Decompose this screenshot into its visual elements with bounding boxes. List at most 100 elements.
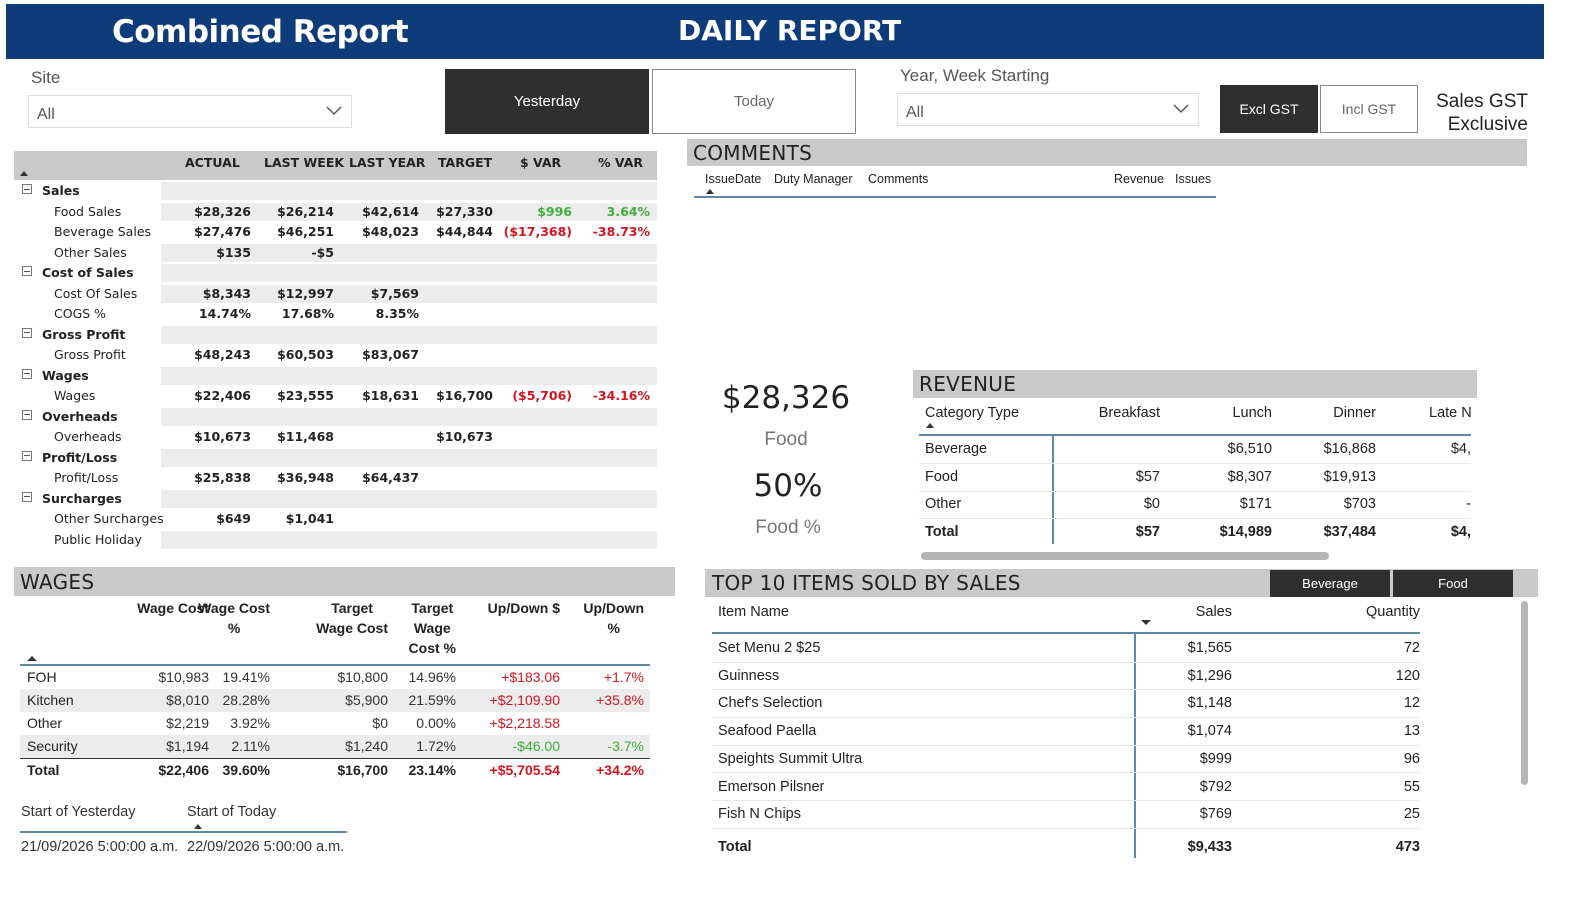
sort-up-icon[interactable] bbox=[926, 422, 934, 428]
group-row: Gross Profit bbox=[14, 324, 657, 345]
group-row: Profit/Loss bbox=[14, 447, 657, 468]
item-sales: $1,565 bbox=[1187, 640, 1232, 656]
collapse-icon[interactable] bbox=[22, 368, 32, 379]
dates-divider bbox=[20, 831, 347, 833]
group-row: Overheads bbox=[14, 406, 657, 427]
wages-total-label: Total bbox=[27, 762, 60, 778]
revenue-cell: - bbox=[1466, 496, 1471, 512]
table-row: Beverage Sales $27,476 $46,251 $48,023 $44,8… bbox=[14, 221, 657, 242]
yesterday-button[interactable]: Yesterday bbox=[445, 69, 649, 134]
col-lunch[interactable]: Lunch bbox=[1232, 405, 1272, 421]
col-sales[interactable]: Sales bbox=[1195, 604, 1232, 620]
revenue-divider bbox=[1052, 436, 1054, 544]
collapse-icon[interactable] bbox=[22, 450, 32, 461]
wages-col-header[interactable]: Wage Cost% bbox=[198, 598, 270, 638]
item-sales: $769 bbox=[1199, 806, 1232, 823]
site-dropdown[interactable]: All bbox=[28, 95, 352, 128]
collapse-icon[interactable] bbox=[22, 409, 32, 420]
gst-status-line2: Exclusive bbox=[1447, 114, 1528, 135]
header-line: % bbox=[607, 620, 620, 636]
incl-gst-button[interactable]: Incl GST bbox=[1320, 85, 1418, 133]
list-item[interactable]: Chef's Selection $1,148 12 bbox=[712, 689, 1420, 718]
wages-col-header[interactable]: Target Wage Cost % bbox=[409, 598, 456, 658]
wages-col-header[interactable]: Up/Down $ bbox=[488, 598, 560, 618]
col-issues[interactable]: Issues bbox=[1175, 172, 1212, 186]
sort-up-icon[interactable] bbox=[194, 823, 202, 829]
table-row: Overheads $10,673 $11,468 $10,673 bbox=[14, 426, 657, 447]
collapse-icon[interactable] bbox=[22, 184, 32, 194]
col-last-year[interactable]: LAST YEAR bbox=[349, 155, 426, 170]
col-revenue[interactable]: Revenue bbox=[1114, 172, 1165, 186]
wages-total-cell: $22,406 bbox=[158, 762, 209, 778]
header-line: Wage Cost bbox=[137, 600, 209, 616]
today-button[interactable]: Today bbox=[652, 69, 856, 134]
year-week-value: All bbox=[906, 104, 924, 121]
revenue-row-label: Other bbox=[925, 496, 962, 512]
row-label: Profit/Loss bbox=[54, 470, 119, 485]
wages-col-header[interactable]: Wage Cost bbox=[137, 598, 209, 618]
col-actual[interactable]: ACTUAL bbox=[185, 155, 240, 170]
report-title: Combined Report bbox=[112, 14, 409, 50]
cell-last-week: -$5 bbox=[311, 244, 334, 260]
sort-down-icon[interactable] bbox=[1141, 620, 1151, 626]
horizontal-scrollbar[interactable] bbox=[921, 552, 1329, 560]
list-item[interactable]: Speights Summit Ultra $999 96 bbox=[712, 745, 1420, 774]
col-item-name[interactable]: Item Name bbox=[718, 604, 789, 620]
cell--var: -38.73% bbox=[592, 224, 650, 239]
wages-cell: $0 bbox=[372, 715, 388, 731]
beverage-tab-button[interactable]: Beverage bbox=[1270, 570, 1390, 597]
wages-cell: 21.59% bbox=[408, 692, 456, 708]
collapse-icon[interactable] bbox=[22, 266, 32, 276]
wages-cell: +$2,218.58 bbox=[489, 715, 560, 731]
col-pct-var[interactable]: % VAR bbox=[598, 155, 644, 170]
cell-actual: $649 bbox=[216, 511, 251, 526]
col-duty-manager[interactable]: Duty Manager bbox=[774, 172, 853, 186]
item-quantity: 55 bbox=[1403, 778, 1420, 795]
revenue-cell: $16,868 bbox=[1323, 441, 1376, 457]
year-week-dropdown[interactable]: All bbox=[897, 93, 1199, 126]
group-label: Surcharges bbox=[42, 490, 122, 506]
excl-gst-button[interactable]: Excl GST bbox=[1220, 85, 1318, 133]
col-comments[interactable]: Comments bbox=[868, 172, 929, 186]
list-item[interactable]: Fish N Chips $769 25 bbox=[712, 800, 1420, 829]
revenue-row: Food $57 $8,307 $19,913 bbox=[919, 464, 1471, 492]
row-label: Overheads bbox=[54, 429, 122, 444]
item-quantity: 96 bbox=[1403, 750, 1420, 767]
col-breakfast[interactable]: Breakfast bbox=[1098, 405, 1160, 421]
wages-cell: +1.7% bbox=[603, 669, 644, 685]
sort-up-icon[interactable] bbox=[20, 170, 28, 176]
col-issue-date[interactable]: IssueDate bbox=[705, 172, 762, 186]
wages-col-header[interactable]: Up/Down% bbox=[583, 598, 644, 638]
group-label: Cost of Sales bbox=[42, 265, 134, 280]
list-item[interactable]: Set Menu 2 $25 $1,565 72 bbox=[712, 634, 1420, 663]
col-category-type[interactable]: Category Type bbox=[925, 405, 1020, 421]
col-last-week[interactable]: LAST WEEK bbox=[264, 155, 345, 170]
wages-col-header[interactable]: Target Wage Cost bbox=[316, 598, 388, 638]
item-quantity: 12 bbox=[1403, 695, 1420, 712]
item-name: Guinness bbox=[718, 667, 780, 684]
collapse-icon[interactable] bbox=[22, 491, 32, 502]
list-item[interactable]: Emerson Pilsner $792 55 bbox=[712, 773, 1420, 801]
col-quantity[interactable]: Quantity bbox=[1366, 604, 1420, 620]
col-dinner[interactable]: Dinner bbox=[1333, 405, 1376, 421]
list-item[interactable]: Guinness $1,296 120 bbox=[712, 662, 1420, 691]
row-shade bbox=[161, 264, 657, 282]
food-tab-button[interactable]: Food bbox=[1393, 570, 1513, 597]
group-row: Cost of Sales bbox=[14, 262, 657, 283]
wages-row-label: Kitchen bbox=[27, 692, 74, 708]
vertical-scrollbar[interactable] bbox=[1521, 601, 1528, 785]
table-header: ACTUAL LAST WEEK LAST YEAR TARGET $ VAR … bbox=[14, 151, 657, 180]
col-dollar-var[interactable]: $ VAR bbox=[520, 155, 562, 170]
col-late-night[interactable]: Late N bbox=[1429, 405, 1471, 421]
col-target[interactable]: TARGET bbox=[438, 155, 493, 170]
list-item[interactable]: Seafood Paella $1,074 13 bbox=[712, 717, 1420, 746]
row-label: Gross Profit bbox=[54, 347, 126, 362]
wages-total-cell: +34.2% bbox=[596, 762, 644, 778]
revenue-cell: $171 bbox=[1239, 496, 1272, 512]
item-sales: $1,296 bbox=[1187, 667, 1232, 684]
cell-target: $10,673 bbox=[436, 429, 493, 444]
wages-cell: -$46.00 bbox=[512, 738, 560, 754]
sort-up-icon[interactable] bbox=[27, 655, 37, 661]
sort-up-icon[interactable] bbox=[706, 188, 714, 194]
collapse-icon[interactable] bbox=[22, 327, 32, 338]
